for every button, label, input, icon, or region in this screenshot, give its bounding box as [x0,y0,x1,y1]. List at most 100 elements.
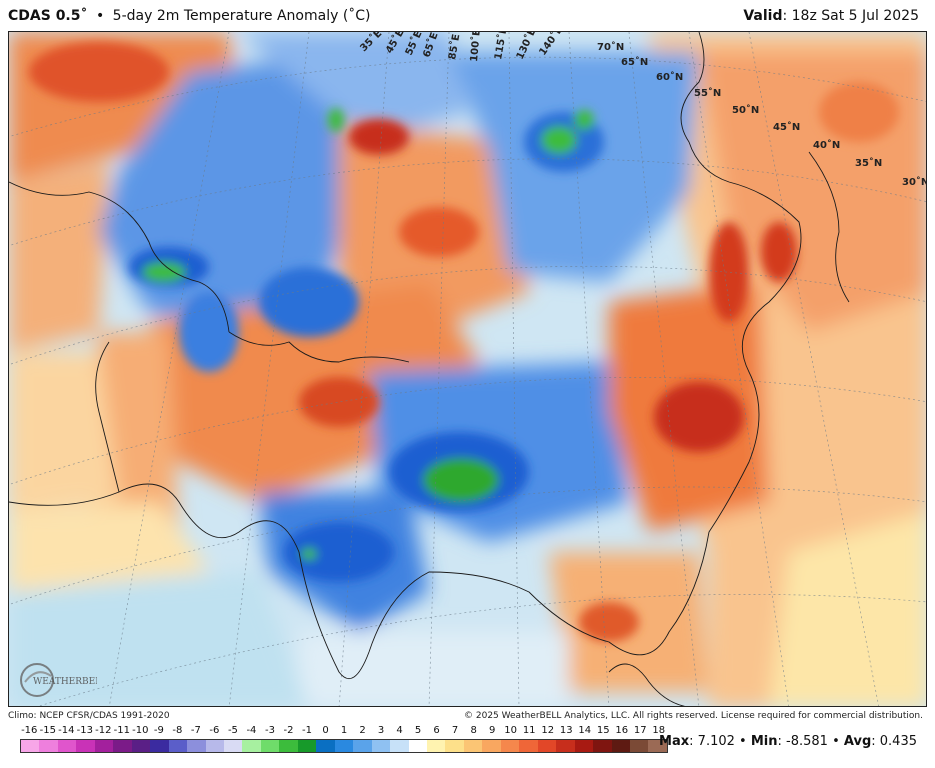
colorbar-tick-label: 18 [652,725,666,736]
colorbar-swatch [131,740,151,752]
max-value: : 7.102 [689,734,735,749]
min-value: : -8.581 [777,734,828,749]
valid-value: 18z Sat 5 Jul 2025 [791,8,919,24]
weatherbell-logo: WEATHERBELL [20,663,97,697]
colorbar-tick-label: 15 [596,725,610,736]
footer: Climo: NCEP CFSR/CDAS 1991-2020 © 2025 W… [0,708,935,768]
colorbar-swatch [426,740,446,752]
colorbar-tick-label: 9 [488,725,496,736]
colorbar-swatch [556,740,575,752]
colorbar-tick-label: 6 [433,725,440,736]
map-title: CDAS 0.5˚ • 5-day 2m Temperature Anomaly… [8,8,371,24]
latitude-labels: 70˚N 65˚N 60˚N 55˚N 50˚N 45˚N 40˚N 35˚N … [597,41,927,188]
colorbar-tick-label: -4 [246,725,257,736]
colorbar-swatch [76,740,95,752]
colorbar-swatch [408,740,427,752]
colorbar-tick-label: 16 [615,725,629,736]
colorbar-tick-label: -14 [58,725,75,736]
colorbar-swatch [168,740,188,752]
colorbar-tick-labels: -16 -15 -14 -13 -12 -11 -10 -9 -8 -7 -6 -5 -4 -3 -2 -1 0… [20,725,668,737]
colorbar-tick-label: 3 [377,725,385,736]
climo-note: Climo: NCEP CFSR/CDAS 1991-2020 [8,711,170,721]
colorbar-swatch [94,740,114,752]
colorbar-tick-label: 17 [633,725,647,736]
max-label: Max [659,734,690,749]
header: CDAS 0.5˚ • 5-day 2m Temperature Anomaly… [0,0,935,30]
colorbar-swatch [463,740,483,752]
colorbar-tick-label: -16 [21,725,38,736]
colorbar-swatch [371,740,391,752]
colorbar-tick-label: 12 [541,725,555,736]
map-title-text: 5-day 2m Temperature Anomaly (˚C) [112,8,371,24]
min-label: Min [750,734,778,749]
colorbar-tick-label: -9 [153,725,164,736]
colorbar-tick-label: 14 [578,725,592,736]
lat-label-65: 65˚N [621,56,648,68]
lat-label-30: 30˚N [902,176,927,188]
colorbar-swatch [519,740,538,752]
colorbar-swatch [445,740,464,752]
map-svg: 70˚N 65˚N 60˚N 55˚N 50˚N 45˚N 40˚N 35˚N … [9,32,927,706]
colorbar-swatch [537,740,557,752]
lat-label-55: 55˚N [694,87,721,99]
colorbar-swatch [187,740,206,752]
colorbar-swatch [648,740,667,752]
colorbar-tick-label: 7 [451,725,459,736]
graticule [9,32,926,706]
lat-label-70: 70˚N [597,41,624,53]
colorbar-swatch [260,740,280,752]
lat-label-50: 50˚N [732,104,759,116]
valid-label: Valid [743,8,783,24]
svg-text:WEATHERBELL: WEATHERBELL [33,677,97,687]
colorbar-tick-label: -12 [95,725,112,736]
colorbar-tick-label: -8 [172,725,183,736]
stats-separator: • [739,734,747,749]
colorbar-swatch [316,740,335,752]
colorbar-swatch [353,740,372,752]
valid-time: Valid: 18z Sat 5 Jul 2025 [743,8,919,24]
colorbar-tick-label: 10 [504,725,518,736]
colorbar-tick-label: -15 [39,725,56,736]
colorbar-swatch [629,740,649,752]
coastlines [9,32,850,706]
colorbar-swatch [500,740,520,752]
copyright-note: © 2025 WeatherBELL Analytics, LLC. All r… [464,711,923,721]
colorbar-tick-label: -5 [227,725,238,736]
colorbar-tick-label: 2 [359,725,366,736]
lat-label-40: 40˚N [813,139,840,151]
lat-label-60: 60˚N [656,71,683,83]
colorbar [20,739,668,753]
lat-label-45: 45˚N [773,121,800,133]
colorbar-swatch [113,740,132,752]
avg-value: : 0.435 [871,734,917,749]
colorbar-tick-label: -2 [283,725,294,736]
stats-separator: • [832,734,840,749]
colorbar-tick-label: 8 [470,725,477,736]
colorbar-swatch [39,740,58,752]
colorbar-tick-label: -13 [76,725,93,736]
lon-label-85e: 85˚E [446,33,462,61]
title-separator: • [95,8,105,24]
colorbar-swatch [482,740,501,752]
lat-label-35: 35˚N [855,157,882,169]
colorbar-swatch [205,740,224,752]
colorbar-tick-label: -6 [209,725,220,736]
colorbar-swatch [390,740,409,752]
colorbar-tick-label: -1 [302,725,312,736]
anomaly-cores [29,42,899,642]
colorbar-tick-label: 1 [340,725,348,736]
colorbar-swatch [334,740,354,752]
colorbar-tick-label: -3 [264,725,275,736]
colorbar-tick-label: -11 [113,725,130,736]
colorbar-tick-label: 13 [559,725,573,736]
colorbar-tick-label: -10 [132,725,149,736]
anomaly-map: 70˚N 65˚N 60˚N 55˚N 50˚N 45˚N 40˚N 35˚N … [8,31,927,707]
colorbar-swatch [574,740,594,752]
colorbar-swatch [242,740,261,752]
lon-label-100e: 100˚E [468,32,483,62]
colorbar-swatch [611,740,630,752]
colorbar-tick-label: 0 [322,725,329,736]
colorbar-swatch [297,740,317,752]
colorbar-tick-label: -7 [190,725,201,736]
colorbar-swatch [57,740,77,752]
